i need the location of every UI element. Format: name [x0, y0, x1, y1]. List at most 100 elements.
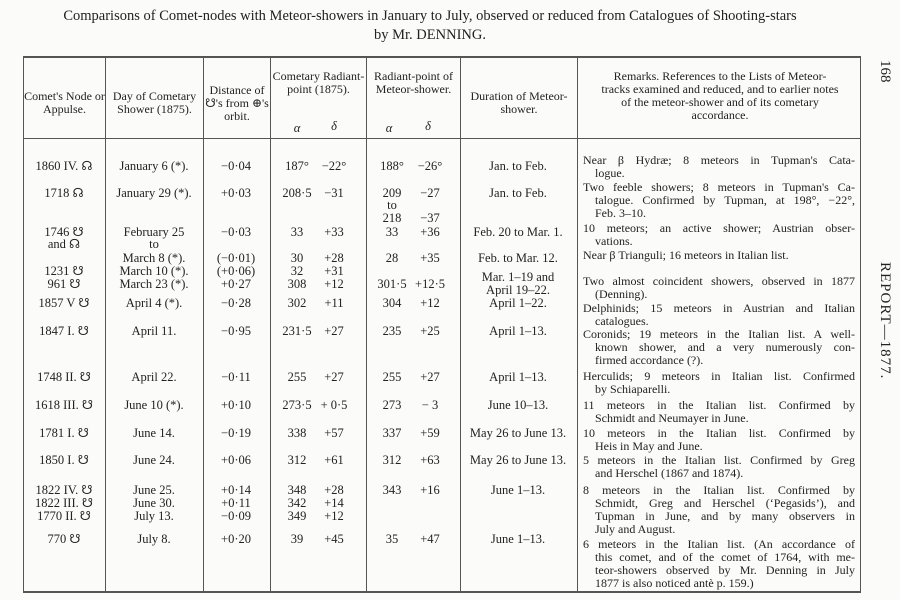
remark-line: this comet, and of the comet of 1764, wi… [595, 550, 855, 564]
comet-node: 1718 ☊ [44, 186, 84, 200]
comet-node: 1746 ☋ [44, 225, 84, 239]
shower-day: June 14. [133, 426, 175, 440]
remark-line: known shower, and a very numerously con- [595, 340, 855, 354]
remark-line: 1877 is also noticed antè p. 159.) [595, 576, 754, 590]
cometary-ra: 308 [287, 277, 307, 291]
radiant-ra: to [387, 198, 397, 212]
radiant-ra: 343 [382, 483, 402, 497]
cometary-ra: 39 [290, 532, 304, 546]
shower-duration: May 26 to June 13. [469, 453, 567, 467]
column-divider [366, 57, 367, 592]
remark-line: Two almost coincident showers, observed … [583, 274, 855, 288]
node-distance: −0·95 [221, 324, 251, 338]
table-top-rule [23, 56, 861, 58]
remark: Coronids; 19 meteors in the Italian list… [583, 328, 855, 367]
remark: 5 meteors in the Italian list. Confirmed… [583, 454, 855, 480]
node-distance: +0·10 [221, 398, 251, 412]
column-divider [860, 57, 861, 592]
comet-node: 1770 II. ☋ [37, 509, 91, 523]
remark-line: talogue. Confirmed by Tupman, at 198°, −… [595, 193, 855, 207]
column-divider [23, 57, 24, 592]
radiant-ra: 273 [382, 398, 402, 412]
comet-node: 1860 IV. ☊ [35, 159, 93, 173]
remark-line: 6 meteors in the Italian list. (An accor… [583, 537, 855, 551]
remark-line: 10 meteors; an active shower; Austrian o… [583, 221, 855, 235]
shower-duration: June 10–13. [487, 398, 549, 412]
cometary-dec: +45 [324, 532, 344, 546]
remark: Herculids; 9 meteors in Italian list. Co… [583, 370, 855, 396]
shower-day: March 10 (*). [119, 264, 189, 278]
shower-day: June 24. [133, 453, 175, 467]
remark-line: Schmidt, Greg and Herschel (‘Pegasids’),… [595, 496, 855, 510]
radiant-dec: −37 [420, 211, 440, 225]
cometary-ra: 302 [287, 296, 307, 310]
cometary-ra: 32 [290, 264, 304, 278]
shower-day: June 30. [133, 496, 175, 510]
radiant-dec: +47 [420, 532, 440, 546]
remark-line: Two feeble showers; 8 meteors in Tupman'… [583, 180, 855, 194]
comet-node: 1857 V ☋ [38, 296, 90, 310]
delta-label: δ [425, 119, 431, 133]
header-cometary-radiant: Cometary Radiant-point (1875). [272, 69, 365, 96]
remark-line: by Schiaparelli. [595, 382, 671, 396]
remark-line: Schmidt and Neumayer in June. [595, 411, 749, 425]
shower-day: June 25. [133, 483, 175, 497]
column-divider [270, 57, 271, 592]
comet-node: 1822 IV. ☋ [35, 483, 93, 497]
remark-line: catalogues. [595, 314, 649, 328]
radiant-ra: 312 [382, 453, 402, 467]
cometary-dec: +28 [324, 483, 344, 497]
shower-duration: June 1–13. [490, 532, 546, 546]
cometary-dec: +12 [324, 277, 344, 291]
radiant-dec: +16 [420, 483, 440, 497]
delta-label: δ [331, 119, 337, 133]
node-distance: −0·09 [221, 509, 251, 523]
remark-line: (Denning). [595, 287, 648, 301]
cometary-dec: +12 [324, 509, 344, 523]
remark: Near β Trianguli; 16 meteors in Italian … [583, 249, 855, 262]
cometary-dec: +31 [324, 264, 344, 278]
radiant-dec: +63 [420, 453, 440, 467]
shower-duration: Mar. 1–19 and [481, 270, 555, 284]
cometary-ra: 255 [287, 370, 307, 384]
remark: 8 meteors in the Italian list. Confirmed… [583, 484, 855, 536]
cometary-ra: 348 [287, 483, 307, 497]
node-distance: +0·27 [221, 277, 251, 291]
remark-line: July and August. [595, 522, 676, 536]
comet-node: 1618 III. ☋ [35, 398, 93, 412]
cometary-dec: +11 [324, 296, 344, 310]
cometary-ra: 187° [285, 159, 309, 173]
cometary-dec: + 0·5 [320, 398, 348, 412]
remark-line: logue. [595, 166, 625, 180]
comet-node: 1231 ☋ [44, 264, 84, 278]
radiant-dec: +27 [420, 370, 440, 384]
table-subtitle: by Mr. DENNING. [374, 27, 486, 43]
node-distance: −0·04 [221, 159, 251, 173]
shower-duration: Jan. to Feb. [489, 186, 547, 200]
remark-line: Herculids; 9 meteors in Italian list. Co… [583, 369, 855, 383]
remark-line: and Herschel (1867 and 1874). [595, 466, 744, 480]
radiant-dec: −27 [420, 186, 440, 200]
remark: 6 meteors in the Italian list. (An accor… [583, 538, 855, 590]
node-distance: +0·20 [221, 532, 251, 546]
remark-line: Coronids; 19 meteors in the Italian list… [583, 327, 855, 341]
cometary-dec: −22° [321, 159, 347, 173]
remark-line: 10 meteors in the Italian list. Confirme… [583, 426, 855, 440]
header-rule [23, 138, 861, 139]
shower-day: July 8. [137, 532, 171, 546]
radiant-ra: 28 [385, 251, 399, 265]
remark-line: Feb. 3–10. [595, 206, 646, 220]
remark: Delphinids; 15 meteors in Austrian and I… [583, 302, 855, 328]
shower-duration: Feb. 20 to Mar. 1. [473, 225, 563, 239]
cometary-ra: 231·5 [282, 324, 312, 338]
radiant-dec: +36 [420, 225, 440, 239]
cometary-ra: 208·5 [282, 186, 312, 200]
comet-node: 961 ☋ [47, 277, 81, 291]
node-distance: −0·19 [221, 426, 251, 440]
remark-line: Near β Hydræ; 8 meteors in Tupman's Cata… [583, 153, 855, 167]
cometary-ra: 349 [287, 509, 307, 523]
alpha-label: α [293, 121, 301, 135]
node-distance: +0·06 [221, 453, 251, 467]
remark-line: vations. [595, 234, 633, 248]
node-distance: +0·11 [221, 496, 251, 510]
